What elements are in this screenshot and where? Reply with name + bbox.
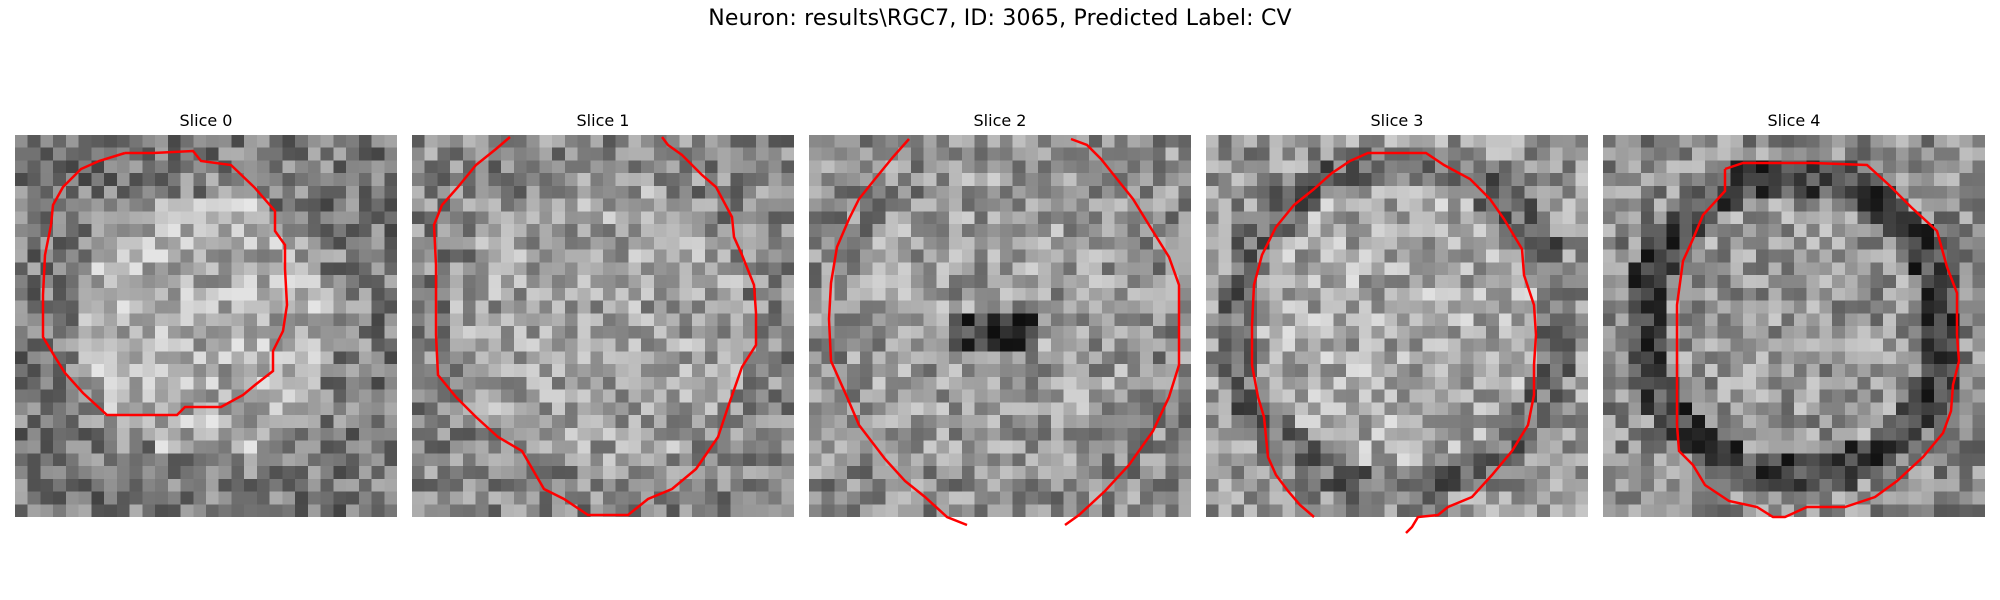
slice-panel-4: Slice 4: [1603, 110, 1985, 132]
contour-overlay: [809, 135, 1191, 517]
slice-image: [1603, 135, 1985, 517]
cell-contour: [1252, 153, 1536, 533]
slice-image: [809, 135, 1191, 517]
cell-contour: [829, 139, 967, 525]
slice-image: [15, 135, 397, 517]
slice-image: [1206, 135, 1588, 517]
slice-title: Slice 0: [15, 110, 397, 132]
slice-title: Slice 3: [1206, 110, 1588, 132]
cell-contour: [43, 151, 287, 415]
slice-panel-3: Slice 3: [1206, 110, 1588, 132]
cell-contour: [1065, 139, 1179, 525]
slice-panel-2: Slice 2: [809, 110, 1191, 132]
slice-title: Slice 2: [809, 110, 1191, 132]
slice-image: [412, 135, 794, 517]
slice-panel-1: Slice 1: [412, 110, 794, 132]
cell-contour: [434, 137, 756, 515]
contour-overlay: [1206, 135, 1588, 517]
contour-overlay: [15, 135, 397, 517]
slice-title: Slice 1: [412, 110, 794, 132]
slice-panel-0: Slice 0: [15, 110, 397, 132]
figure-title: Neuron: results\RGC7, ID: 3065, Predicte…: [0, 6, 2000, 31]
contour-overlay: [1603, 135, 1985, 517]
slice-title: Slice 4: [1603, 110, 1985, 132]
cell-contour: [1677, 163, 1959, 517]
contour-overlay: [412, 135, 794, 517]
